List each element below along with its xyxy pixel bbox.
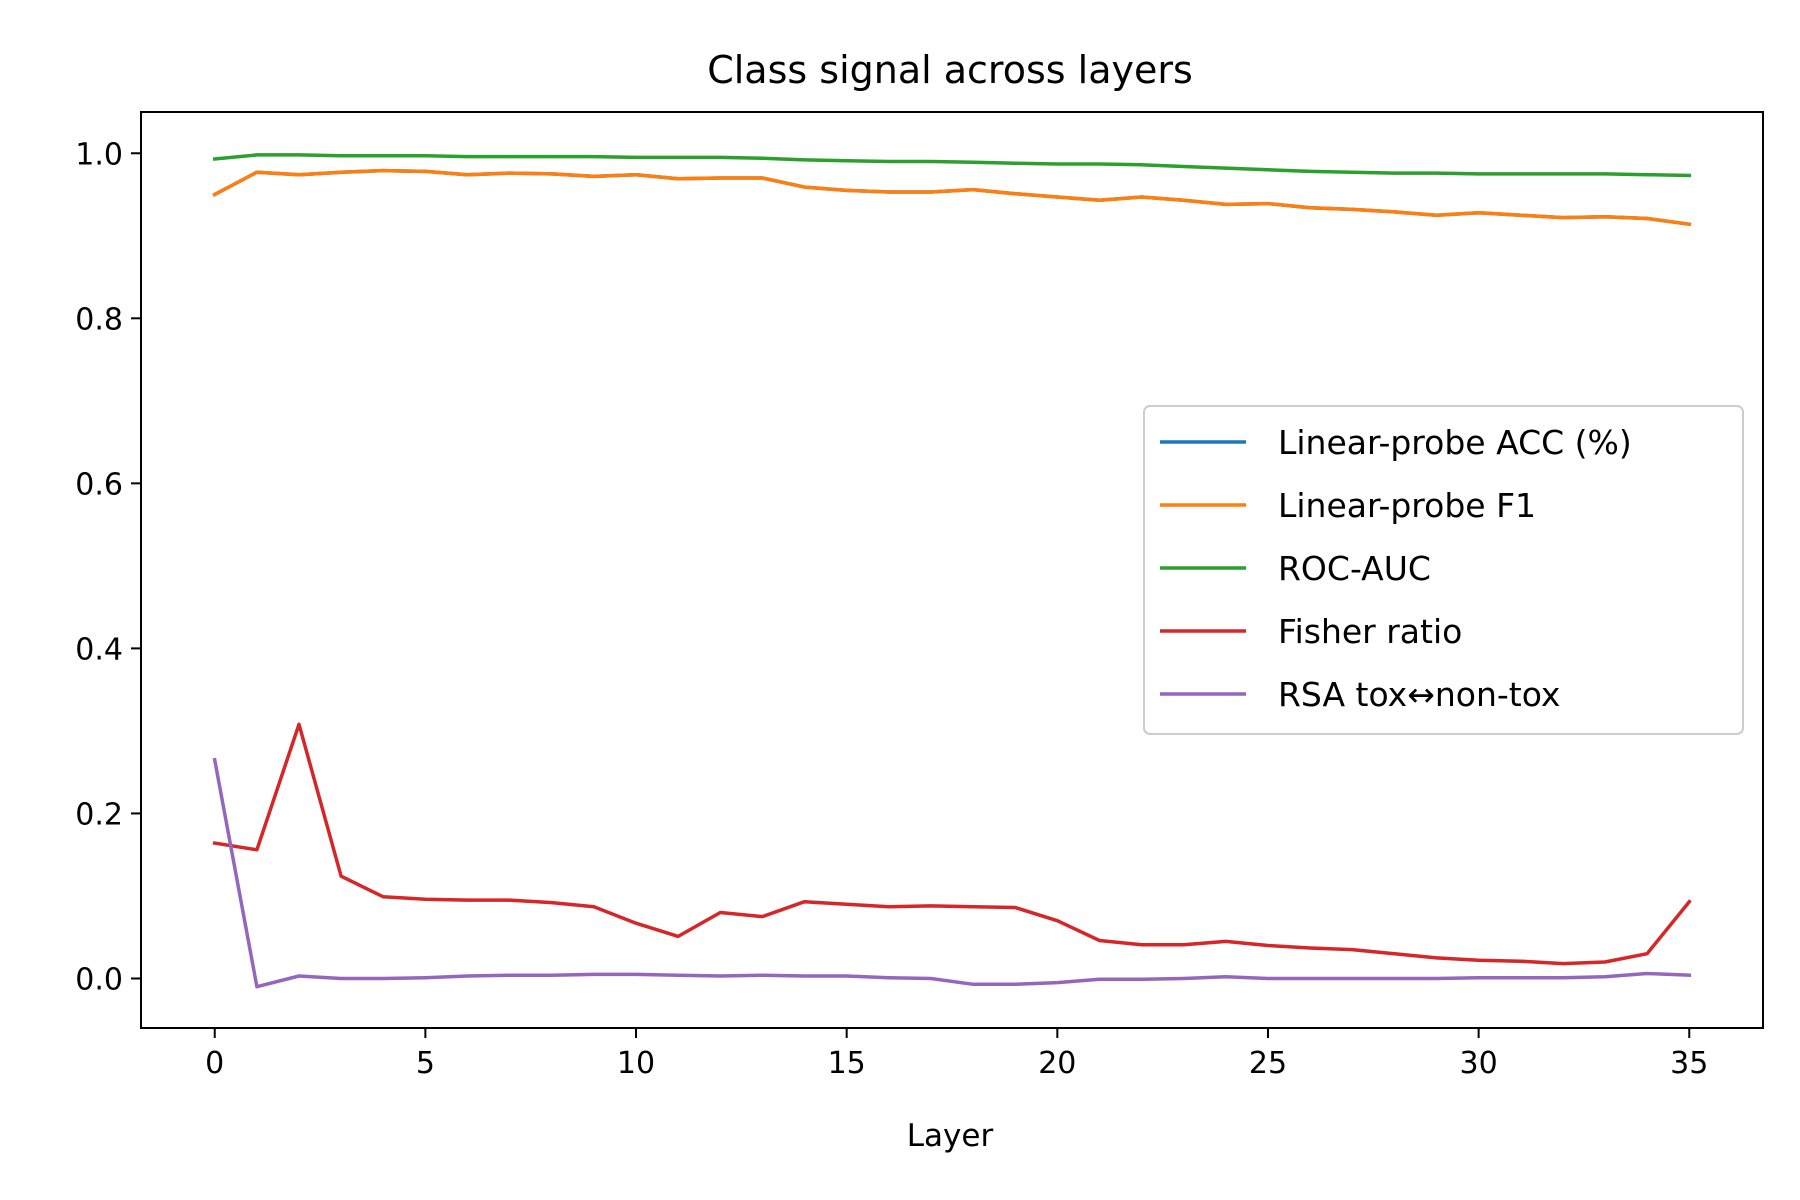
legend-label: Linear-probe F1 <box>1278 486 1536 525</box>
series-line-rsa-tox-non-tox <box>212 757 1692 989</box>
y-axis: 0.0 0.2 0.4 0.6 0.8 1.0 <box>75 137 141 997</box>
plot-series <box>212 153 1692 989</box>
x-tick-label: 35 <box>1670 1046 1708 1081</box>
x-tick-label: 25 <box>1249 1046 1287 1081</box>
x-tick-label: 5 <box>416 1046 435 1081</box>
legend-box <box>1143 405 1744 735</box>
legend-label: RSA tox↔non-tox <box>1278 675 1560 714</box>
series-line-roc-auc <box>212 153 1692 178</box>
x-axis-label: Layer <box>907 1118 994 1154</box>
legend-label: Linear-probe ACC (%) <box>1278 423 1632 462</box>
chart-title: Class signal across layers <box>707 48 1193 92</box>
y-tick-label: 0.8 <box>75 302 123 337</box>
series-line-linear-probe-f1 <box>212 168 1692 227</box>
plot-frame <box>140 111 1764 1029</box>
y-tick-label: 0.0 <box>75 962 123 997</box>
x-tick-label: 10 <box>617 1046 655 1081</box>
x-tick-label: 30 <box>1460 1046 1498 1081</box>
y-tick-label: 0.6 <box>75 467 123 502</box>
x-tick-label: 0 <box>205 1046 224 1081</box>
y-tick-label: 0.4 <box>75 632 123 667</box>
legend-label: Fisher ratio <box>1278 612 1462 651</box>
x-axis: 0 5 10 15 20 25 30 35 <box>205 1028 1708 1081</box>
y-tick-label: 1.0 <box>75 137 123 172</box>
x-tick-label: 15 <box>828 1046 866 1081</box>
y-tick-label: 0.2 <box>75 797 123 832</box>
x-tick-label: 20 <box>1038 1046 1076 1081</box>
legend: Linear-probe ACC (%) Linear-probe F1 ROC-A… <box>1143 405 1744 735</box>
series-line-fisher-ratio <box>212 722 1692 966</box>
legend-label: ROC-AUC <box>1278 549 1431 588</box>
